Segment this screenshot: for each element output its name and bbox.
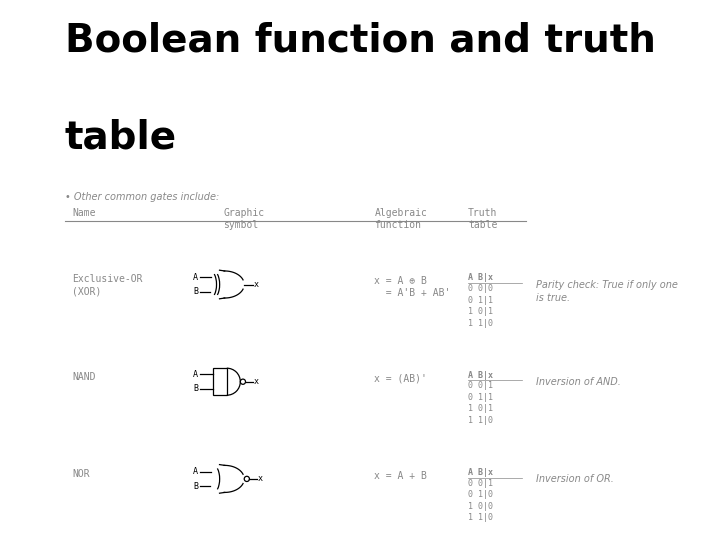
Text: Inversion of OR.: Inversion of OR. — [536, 474, 614, 484]
Text: B: B — [193, 287, 198, 296]
Text: 1 1|0: 1 1|0 — [468, 319, 493, 328]
Text: Graphic
symbol: Graphic symbol — [223, 208, 264, 230]
Text: • Other common gates include:: • Other common gates include: — [65, 192, 219, 202]
Text: 1 0|1: 1 0|1 — [468, 307, 493, 316]
Text: x: x — [254, 280, 259, 289]
Text: A B|x: A B|x — [468, 468, 493, 477]
Text: 1 1|0: 1 1|0 — [468, 513, 493, 522]
Text: 0 1|1: 0 1|1 — [468, 296, 493, 305]
Text: Name: Name — [72, 208, 96, 218]
Text: = A'B + AB': = A'B + AB' — [374, 287, 451, 298]
Text: x: x — [254, 377, 259, 386]
Text: Truth
table: Truth table — [468, 208, 498, 230]
Text: Exclusive-OR
(XOR): Exclusive-OR (XOR) — [72, 274, 143, 296]
Text: A: A — [193, 273, 198, 282]
Text: B: B — [193, 384, 198, 394]
Text: 0 1|0: 0 1|0 — [468, 490, 493, 499]
Text: A: A — [193, 370, 198, 379]
Text: Parity check: True if only one
is true.: Parity check: True if only one is true. — [536, 280, 678, 303]
Text: B: B — [193, 482, 198, 491]
Text: A: A — [193, 467, 198, 476]
Text: x = A + B: x = A + B — [374, 471, 427, 481]
Text: Boolean function and truth: Boolean function and truth — [65, 22, 656, 59]
Text: NAND: NAND — [72, 372, 96, 382]
Text: 1 0|1: 1 0|1 — [468, 404, 493, 414]
Text: x = A ⊕ B: x = A ⊕ B — [374, 276, 427, 287]
Text: table: table — [65, 119, 177, 157]
Text: x: x — [258, 475, 263, 483]
Text: A B|x: A B|x — [468, 273, 493, 282]
Text: Inversion of AND.: Inversion of AND. — [536, 377, 621, 387]
Text: 0 1|1: 0 1|1 — [468, 393, 493, 402]
Text: x = (AB)': x = (AB)' — [374, 374, 427, 384]
Text: 1 0|0: 1 0|0 — [468, 502, 493, 511]
Text: 0 0|1: 0 0|1 — [468, 478, 493, 488]
Text: Algebraic
function: Algebraic function — [374, 208, 427, 230]
Text: 0 0|1: 0 0|1 — [468, 381, 493, 390]
Text: NOR: NOR — [72, 469, 89, 479]
Text: A B|x: A B|x — [468, 370, 493, 380]
Text: 0 0|0: 0 0|0 — [468, 284, 493, 293]
Bar — [212, 368, 227, 395]
Text: 1 1|0: 1 1|0 — [468, 416, 493, 425]
